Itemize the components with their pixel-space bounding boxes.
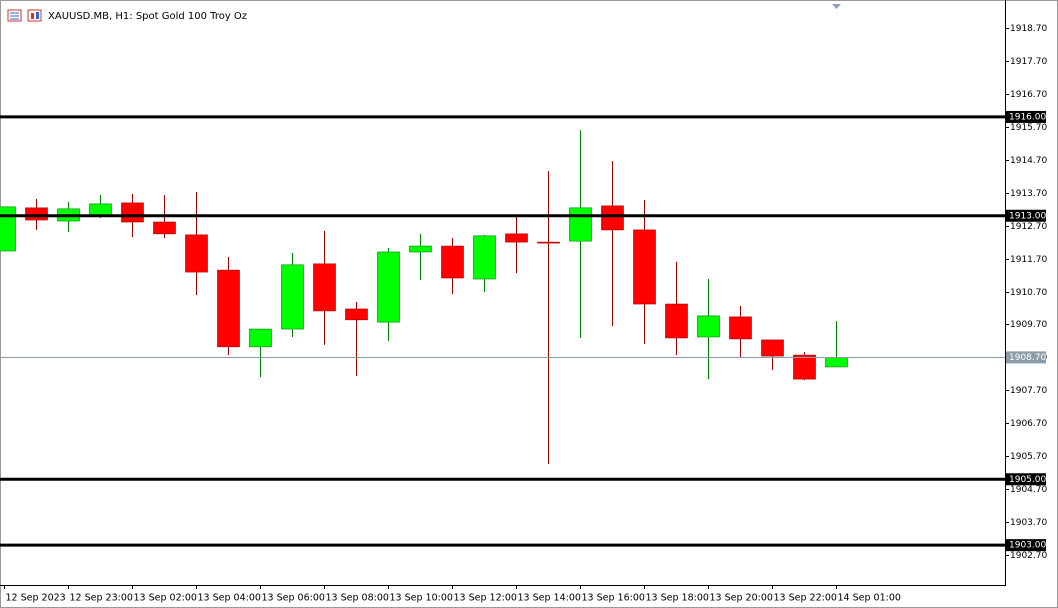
candle-body bbox=[185, 234, 208, 273]
y-tick-label: 1910.70 bbox=[1010, 288, 1047, 298]
candle-body bbox=[441, 245, 464, 279]
level-label-box bbox=[1006, 110, 1046, 123]
x-tick-label: 13 Sep 06:00 bbox=[262, 593, 325, 604]
y-tick-label: 1907.70 bbox=[1010, 386, 1047, 396]
candle-body bbox=[377, 251, 400, 323]
candle-body bbox=[121, 202, 144, 223]
candle-body bbox=[217, 269, 240, 348]
candle-body bbox=[505, 233, 528, 243]
y-tick-label: 1909.70 bbox=[1010, 320, 1047, 330]
level-label-box bbox=[1006, 539, 1046, 552]
candle-body bbox=[0, 206, 16, 252]
x-tick-label: 13 Sep 16:00 bbox=[582, 593, 645, 604]
chart-title: XAUUSD.MB, H1: Spot Gold 100 Troy Oz bbox=[48, 11, 247, 22]
x-tick-label: 12 Sep 2023 bbox=[6, 593, 66, 604]
level-label: 1905.00 bbox=[1009, 475, 1046, 485]
y-tick-label: 1912.70 bbox=[1010, 222, 1047, 232]
candle-body bbox=[633, 229, 656, 305]
x-tick-label: 13 Sep 10:00 bbox=[390, 593, 453, 604]
y-tick-label: 1918.70 bbox=[1010, 24, 1047, 34]
y-tick-label: 1916.70 bbox=[1010, 90, 1047, 100]
x-tick-label: 13 Sep 02:00 bbox=[134, 593, 197, 604]
x-tick-label: 13 Sep 22:00 bbox=[774, 593, 837, 604]
candle-body bbox=[793, 354, 816, 380]
candle-body bbox=[825, 357, 848, 368]
level-label-box bbox=[1006, 209, 1046, 222]
y-tick-label: 1917.70 bbox=[1010, 57, 1047, 67]
candle-body bbox=[537, 241, 560, 244]
candle-body bbox=[729, 316, 752, 340]
shift-marker bbox=[832, 4, 841, 9]
price-label: 1908.70 bbox=[1009, 353, 1046, 363]
level-label-box bbox=[1006, 473, 1046, 486]
x-tick-label: 14 Sep 01:00 bbox=[838, 593, 901, 604]
y-tick-label: 1903.70 bbox=[1010, 518, 1047, 528]
level-label: 1913.00 bbox=[1009, 211, 1046, 221]
candle-body bbox=[313, 263, 336, 312]
x-tick-label: 12 Sep 23:00 bbox=[70, 593, 133, 604]
y-tick-label: 1915.70 bbox=[1010, 123, 1047, 133]
x-tick-label: 13 Sep 04:00 bbox=[198, 593, 261, 604]
y-tick-label: 1905.70 bbox=[1010, 452, 1047, 462]
y-tick-label: 1904.70 bbox=[1010, 485, 1047, 495]
candle-body bbox=[153, 221, 176, 235]
y-tick-label: 1911.70 bbox=[1010, 255, 1047, 265]
candle-body bbox=[281, 264, 304, 330]
y-tick-label: 1902.70 bbox=[1010, 551, 1047, 561]
candle-body bbox=[665, 303, 688, 339]
price-label-box bbox=[1006, 351, 1046, 364]
x-tick-label: 13 Sep 12:00 bbox=[454, 593, 517, 604]
level-label: 1916.00 bbox=[1009, 112, 1046, 122]
candle-body bbox=[601, 205, 624, 231]
candle-body bbox=[25, 207, 48, 221]
x-tick-label: 13 Sep 18:00 bbox=[646, 593, 709, 604]
candle-body bbox=[473, 235, 496, 280]
chart-icon bbox=[7, 9, 42, 22]
level-label: 1903.00 bbox=[1009, 541, 1046, 551]
x-tick-label: 13 Sep 08:00 bbox=[326, 593, 389, 604]
x-tick-label: 13 Sep 20:00 bbox=[710, 593, 773, 604]
candle-body bbox=[345, 308, 368, 321]
candle-body bbox=[569, 207, 592, 242]
y-tick-label: 1914.70 bbox=[1010, 156, 1047, 166]
candle-body bbox=[409, 245, 432, 253]
candle-body bbox=[249, 328, 272, 348]
y-tick-label: 1906.70 bbox=[1010, 419, 1047, 429]
x-tick-label: 13 Sep 14:00 bbox=[518, 593, 581, 604]
candle-body bbox=[697, 315, 720, 338]
y-tick-label: 1913.70 bbox=[1010, 189, 1047, 199]
candle-body bbox=[761, 339, 784, 357]
